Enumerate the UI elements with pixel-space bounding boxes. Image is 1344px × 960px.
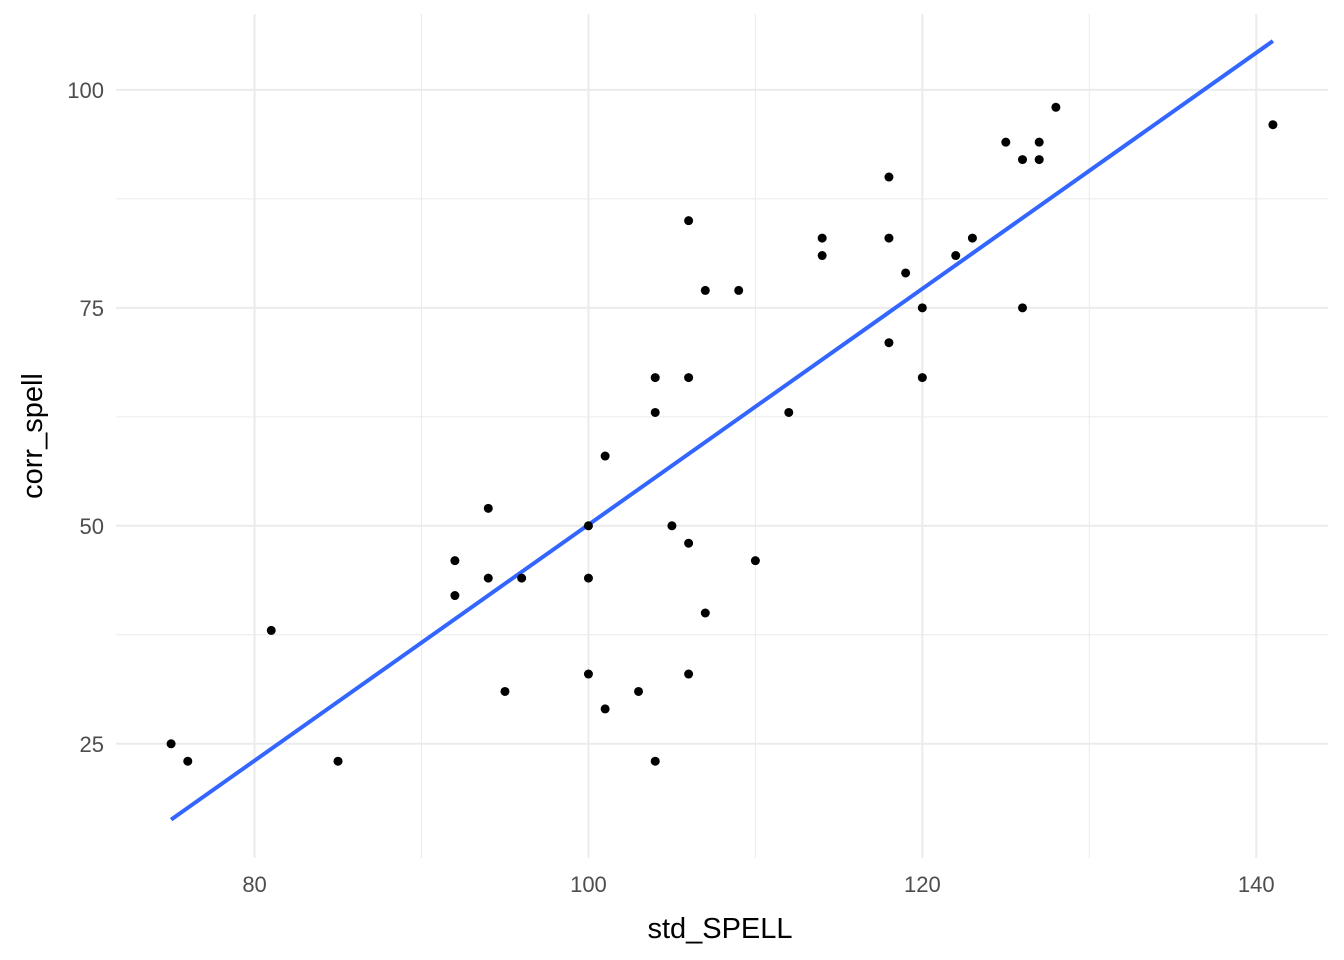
data-point [266, 625, 276, 635]
y-tick-label: 75 [80, 296, 104, 321]
data-point [450, 591, 460, 601]
minor-gridlines [116, 14, 1328, 858]
data-point [600, 451, 610, 461]
data-point [583, 521, 593, 531]
data-point [700, 608, 710, 618]
data-point [667, 521, 677, 531]
data-point [1034, 137, 1044, 147]
data-point [1268, 120, 1278, 130]
data-point [1051, 102, 1061, 112]
data-point [784, 407, 794, 417]
data-point [901, 268, 911, 278]
data-point [166, 739, 176, 749]
data-point [700, 285, 710, 295]
data-point [450, 556, 460, 566]
major-gridlines [116, 14, 1328, 858]
data-point [884, 172, 894, 182]
data-point [684, 216, 694, 226]
data-point [1001, 137, 1011, 147]
data-point [884, 233, 894, 243]
data-point [483, 503, 493, 513]
x-axis-title: std_SPELL [647, 913, 792, 945]
y-tick-label: 100 [67, 78, 104, 103]
x-tick-label: 80 [242, 872, 266, 897]
data-point [750, 556, 760, 566]
data-point [583, 669, 593, 679]
x-tick-label: 140 [1238, 872, 1275, 897]
data-point [650, 373, 660, 383]
data-point [951, 251, 961, 261]
data-point [634, 686, 644, 696]
data-point [583, 573, 593, 583]
y-axis-title: corr_spell [17, 373, 49, 499]
data-point [917, 303, 927, 313]
data-points [166, 102, 1278, 766]
data-point [1034, 155, 1044, 165]
y-tick-label: 25 [80, 732, 104, 757]
y-axis-tick-labels: 25 50 75 100 [67, 78, 104, 757]
x-axis-tick-labels: 80 100 120 140 [242, 872, 1274, 897]
data-point [483, 573, 493, 583]
data-point [917, 373, 927, 383]
data-point [1017, 303, 1027, 313]
data-point [1017, 155, 1027, 165]
x-tick-label: 100 [570, 872, 607, 897]
data-point [734, 285, 744, 295]
data-point [650, 756, 660, 766]
data-point [967, 233, 977, 243]
data-point [684, 669, 694, 679]
x-tick-label: 120 [904, 872, 941, 897]
data-point [684, 373, 694, 383]
data-point [517, 573, 527, 583]
data-point [333, 756, 343, 766]
trend-line-group [169, 39, 1275, 822]
data-point [817, 233, 827, 243]
data-point [817, 251, 827, 261]
data-point [684, 538, 694, 548]
data-point [650, 407, 660, 417]
data-point [600, 704, 610, 714]
y-tick-label: 50 [80, 514, 104, 539]
data-point [183, 756, 193, 766]
data-point [500, 686, 510, 696]
data-point [884, 338, 894, 348]
trend-line [169, 39, 1275, 822]
